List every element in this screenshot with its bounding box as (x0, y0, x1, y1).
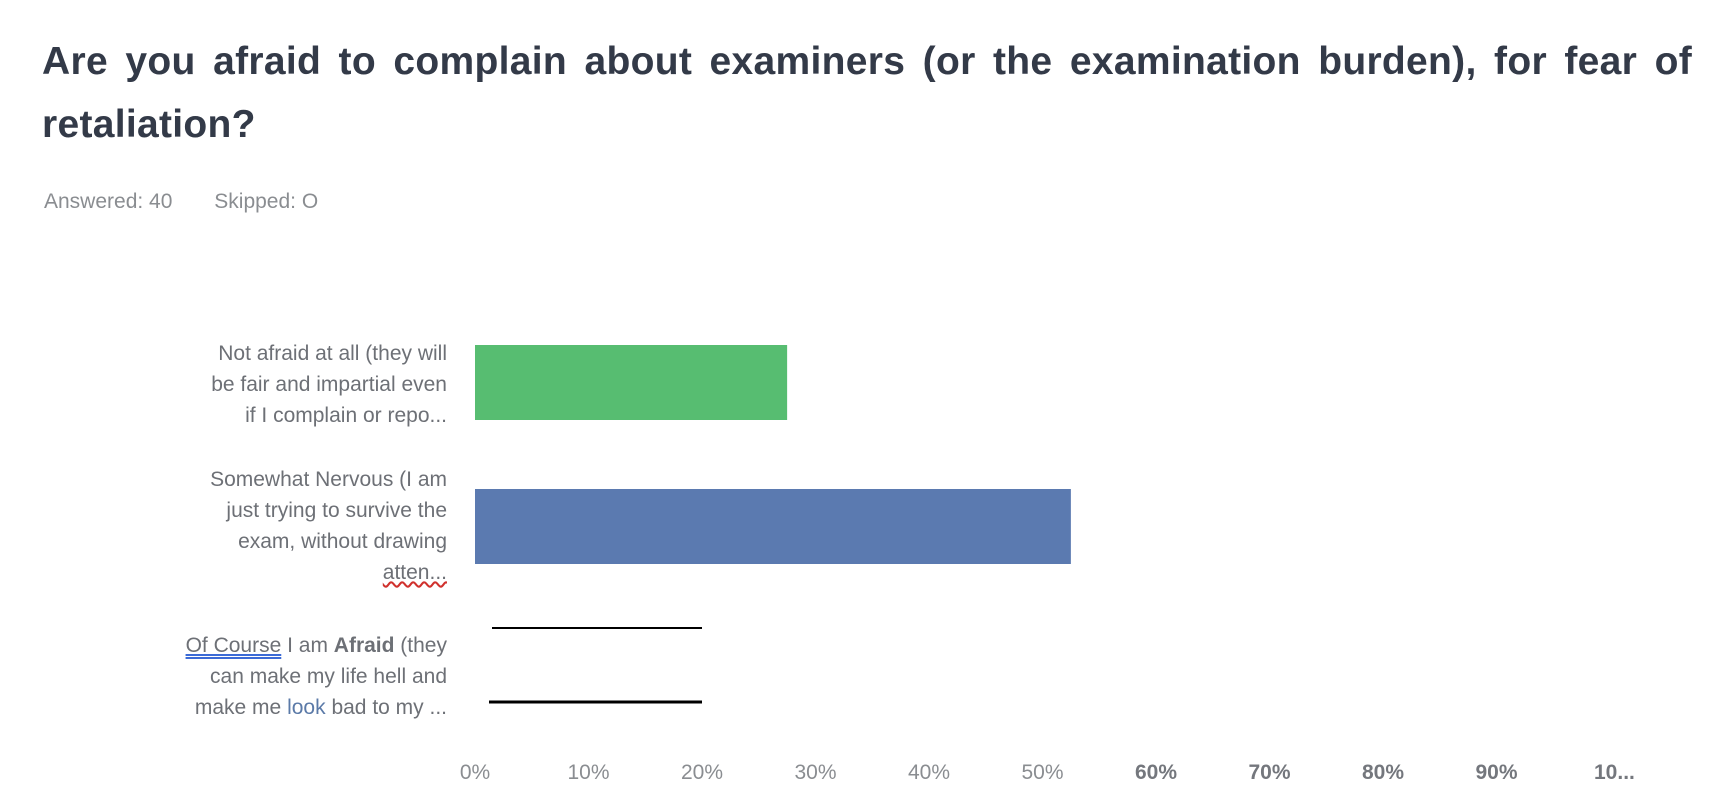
answer-label-not-afraid: Not afraid at all (they will be fair and… (147, 338, 447, 431)
answer-label-of-course-afraid: Of Course I am Afraid (they can make my … (147, 630, 447, 723)
x-tick-label: 90% (1475, 761, 1517, 784)
bar-1 (475, 345, 788, 420)
response-stats: Answered: 40 Skipped: O (44, 190, 354, 214)
label-text: (they (394, 634, 447, 657)
label-text: I am (281, 634, 334, 657)
answer-label-line: if I complain or repo... (245, 404, 447, 427)
answer-label-line: Not afraid at all (they will (218, 342, 447, 365)
bar-2 (475, 489, 1071, 564)
answer-label-line: be fair and impartial even (211, 373, 447, 396)
answer-label-line: can make my life hell and (210, 665, 447, 688)
underlined-phrase: Of Course (185, 634, 282, 657)
highlighted-word: look (287, 696, 326, 719)
x-tick-label: 60% (1135, 761, 1177, 784)
answer-label-line: just trying to survive the (226, 499, 447, 522)
question-title: Are you afraid to complain about examine… (42, 40, 1692, 146)
bold-word: Afraid (333, 634, 395, 657)
x-tick-label: 10... (1594, 761, 1635, 784)
x-tick-label: 20% (681, 761, 723, 784)
x-tick-label: 70% (1248, 761, 1290, 784)
label-text: make me (194, 696, 288, 719)
x-tick-label: 0% (460, 761, 490, 784)
x-tick-label: 50% (1021, 761, 1063, 784)
answered-count: Answered: 40 (44, 190, 173, 213)
x-tick-label: 10% (567, 761, 609, 784)
x-tick-label: 40% (908, 761, 950, 784)
label-text: bad to my ... (325, 696, 447, 719)
answer-label-line: make me look bad to my ... (147, 692, 447, 723)
answer-label-line-misspelled: atten... (382, 561, 447, 584)
answer-label-line: exam, without drawing (238, 530, 447, 553)
x-tick-label: 30% (794, 761, 836, 784)
x-tick-label: 80% (1362, 761, 1404, 784)
answer-label-somewhat-nervous: Somewhat Nervous (I am just trying to su… (147, 464, 447, 588)
skipped-count: Skipped: O (214, 190, 319, 213)
answer-label-line: Somewhat Nervous (I am (210, 468, 447, 491)
answer-label-line: atten... (147, 557, 447, 588)
answer-label-line: Of Course I am Afraid (they (147, 630, 447, 661)
